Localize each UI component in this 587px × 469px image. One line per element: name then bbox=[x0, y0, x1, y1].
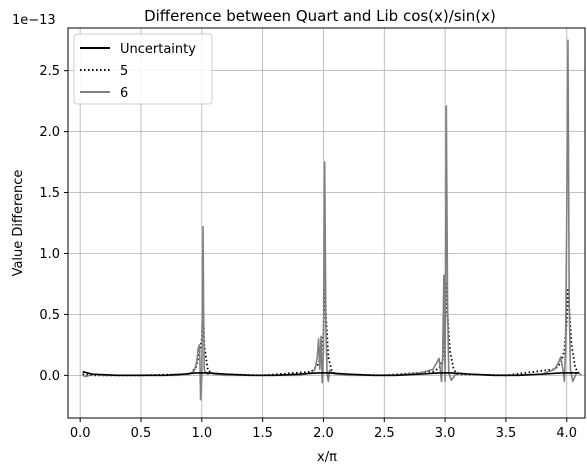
grid bbox=[68, 28, 585, 418]
series-line-uncertainty bbox=[82, 370, 579, 377]
x-tick-label: 3.0 bbox=[435, 426, 456, 441]
plot-frame bbox=[67, 27, 586, 419]
x-tick-label: 2.5 bbox=[374, 426, 395, 441]
legend-label-5: 5 bbox=[120, 64, 128, 79]
legend-box bbox=[73, 33, 213, 105]
y-tick-label: 1.5 bbox=[39, 186, 60, 201]
x-tick-label: 2.0 bbox=[313, 426, 334, 441]
series-layer bbox=[82, 39, 582, 401]
y-tick-label: 0.5 bbox=[39, 308, 60, 323]
series-line-5 bbox=[82, 283, 580, 377]
y-axis-label: Value Difference bbox=[11, 170, 26, 277]
y-tick-label: 2.5 bbox=[39, 64, 60, 79]
y-offset-label: 1e−13 bbox=[12, 13, 56, 28]
x-tick-label: 0.5 bbox=[131, 426, 152, 441]
x-tick-label: 4.0 bbox=[556, 426, 577, 441]
y-tick-label: 2.0 bbox=[39, 125, 60, 140]
legend: Uncertainty 5 6 bbox=[73, 33, 213, 105]
x-axis-label: x/π bbox=[317, 450, 337, 465]
x-axis: 0.0 0.5 1.0 1.5 2.0 2.5 3.0 3.5 4.0 bbox=[70, 418, 577, 441]
series-line-6 bbox=[82, 39, 582, 401]
x-tick-label: 1.5 bbox=[252, 426, 273, 441]
y-tick-label: 1.0 bbox=[39, 247, 60, 262]
legend-label-uncertainty: Uncertainty bbox=[120, 42, 196, 57]
x-tick-label: 3.5 bbox=[496, 426, 517, 441]
x-tick-label: 0.0 bbox=[70, 426, 91, 441]
y-tick-label: 0.0 bbox=[39, 369, 60, 384]
y-axis: 0.0 0.5 1.0 1.5 2.0 2.5 bbox=[39, 64, 68, 384]
legend-label-6: 6 bbox=[120, 86, 128, 101]
x-tick-label: 1.0 bbox=[191, 426, 212, 441]
chart-title: Difference between Quart and Lib cos(x)/… bbox=[144, 7, 496, 25]
